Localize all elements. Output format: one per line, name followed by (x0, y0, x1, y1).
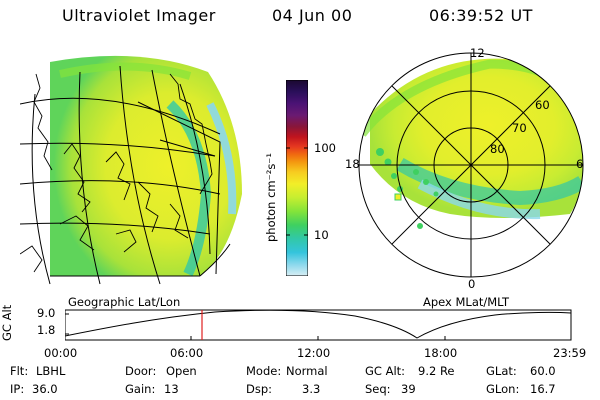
info-dsp-value: 3.3 (302, 382, 321, 396)
mlat-label-60: 60 (535, 98, 550, 112)
time-tick-2359: 23:59 (553, 346, 587, 360)
info-glon-value: 16.7 (530, 382, 556, 396)
info-seq-label: Seq: (365, 382, 391, 396)
info-door-label: Door: (125, 364, 157, 378)
info-mode-value: Normal (286, 364, 328, 378)
geographic-globe-image (20, 55, 242, 285)
globe-panel-label: Geographic Lat/Lon (68, 295, 181, 309)
time-tick-0600: 06:00 (170, 346, 204, 360)
colorbar-unit-label: photon cm⁻²s⁻¹ (264, 153, 278, 242)
mlat-label-70: 70 (512, 121, 527, 135)
mlt-label-0: 0 (468, 277, 476, 291)
mlt-label-12: 12 (470, 46, 485, 60)
altitude-ylabel: GC Alt (0, 304, 14, 341)
info-ip-label: IP: (10, 382, 25, 396)
info-glat-label: GLat: (486, 364, 517, 378)
imager-title: Ultraviolet Imager (62, 6, 216, 25)
info-flt-value: LBHL (36, 364, 66, 378)
time-tick-1200: 12:00 (297, 346, 331, 360)
polar-mlat-mlt-image (358, 52, 584, 278)
info-gain-label: Gain: (125, 382, 156, 396)
mlat-label-80: 80 (490, 142, 505, 156)
info-gain-value: 13 (164, 382, 179, 396)
info-gcalt-label: GC Alt: (365, 364, 406, 378)
info-mode-label: Mode: (246, 364, 282, 378)
image-date: 04 Jun 00 (272, 6, 353, 25)
colorbar-tick-100: 100 (314, 141, 336, 155)
colorbar-tick-10: 10 (314, 228, 329, 242)
info-glon-label: GLon: (486, 382, 520, 396)
mlt-label-18: 18 (345, 157, 360, 171)
info-door-value: Open (166, 364, 197, 378)
altitude-ytick-1-8: 1.8 (37, 323, 56, 337)
time-tick-0000: 00:00 (44, 346, 78, 360)
altitude-curve (65, 309, 572, 339)
mlt-label-6: 6 (576, 157, 584, 171)
altitude-plot (65, 309, 572, 341)
polar-panel-label: Apex MLat/MLT (423, 295, 510, 309)
info-glat-value: 60.0 (530, 364, 556, 378)
colorbar (286, 80, 308, 276)
time-tick-1800: 18:00 (424, 346, 458, 360)
altitude-ytick-9: 9.0 (37, 306, 56, 320)
info-gcalt-value: 9.2 Re (418, 364, 455, 378)
info-ip-value: 36.0 (32, 382, 58, 396)
info-dsp-label: Dsp: (246, 382, 273, 396)
info-flt-label: Flt: (10, 364, 29, 378)
globe-emission-region (50, 55, 242, 277)
image-time: 06:39:52 UT (429, 6, 533, 25)
info-seq-value: 39 (401, 382, 416, 396)
